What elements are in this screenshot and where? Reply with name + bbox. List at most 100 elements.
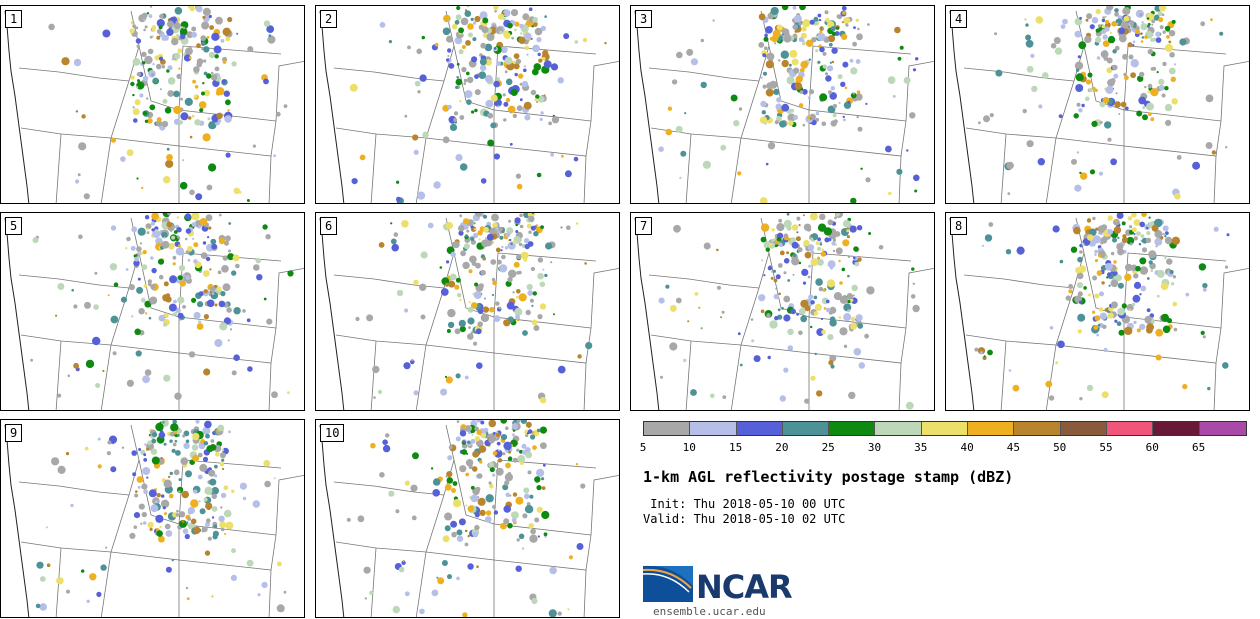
reflectivity-echo <box>197 225 201 229</box>
reflectivity-echo <box>1109 31 1112 34</box>
reflectivity-echo <box>148 316 152 320</box>
reflectivity-echo <box>1131 302 1136 307</box>
reflectivity-echo <box>854 261 860 267</box>
reflectivity-echo <box>770 276 774 280</box>
reflectivity-echo <box>675 125 683 133</box>
reflectivity-echo <box>192 79 197 84</box>
state-border <box>110 80 130 139</box>
reflectivity-echo <box>182 159 185 162</box>
reflectivity-echo <box>536 172 542 178</box>
reflectivity-echo <box>191 31 198 38</box>
reflectivity-echo <box>470 438 476 444</box>
reflectivity-echo <box>1110 301 1118 309</box>
map-panel-2 <box>319 6 619 203</box>
reflectivity-echo <box>825 75 832 82</box>
reflectivity-echo <box>158 431 166 439</box>
reflectivity-echo <box>1140 32 1143 35</box>
reflectivity-echo <box>173 430 178 435</box>
ensemble-member-panel-3: 3 <box>630 5 935 204</box>
reflectivity-echo <box>816 258 824 266</box>
reflectivity-echo <box>658 146 664 152</box>
reflectivity-echo <box>1211 150 1217 155</box>
reflectivity-echo <box>171 448 176 453</box>
reflectivity-echo <box>582 37 588 43</box>
reflectivity-echo <box>810 250 814 254</box>
reflectivity-echo <box>450 520 458 528</box>
reflectivity-echo <box>174 392 182 400</box>
reflectivity-echo <box>1085 18 1089 22</box>
reflectivity-echo <box>491 277 496 282</box>
reflectivity-echo <box>1213 226 1219 232</box>
state-border <box>110 551 180 617</box>
reflectivity-echo <box>228 430 231 434</box>
reflectivity-echo <box>1124 20 1128 24</box>
reflectivity-echo <box>478 283 484 289</box>
reflectivity-echo <box>1165 119 1172 126</box>
reflectivity-echo <box>77 173 81 177</box>
reflectivity-echo <box>169 431 175 437</box>
reflectivity-echo <box>163 374 171 382</box>
state-border <box>1213 362 1217 410</box>
reflectivity-echo <box>531 319 538 326</box>
reflectivity-echo <box>779 250 785 256</box>
reflectivity-echo <box>36 561 44 569</box>
reflectivity-echo <box>185 439 190 444</box>
reflectivity-echo <box>786 213 790 216</box>
reflectivity-echo <box>978 121 981 125</box>
reflectivity-echo <box>442 136 450 144</box>
reflectivity-echo <box>512 113 517 119</box>
reflectivity-echo <box>1120 101 1127 108</box>
reflectivity-echo <box>180 112 189 121</box>
reflectivity-echo <box>1111 21 1117 27</box>
reflectivity-echo <box>165 159 174 168</box>
state-border <box>20 127 112 139</box>
reflectivity-echo <box>451 23 458 30</box>
reflectivity-echo <box>763 241 772 250</box>
reflectivity-echo <box>817 237 821 242</box>
reflectivity-echo <box>398 566 405 573</box>
reflectivity-echo <box>439 266 443 269</box>
reflectivity-echo <box>70 503 74 508</box>
reflectivity-echo <box>793 67 800 74</box>
reflectivity-echo <box>168 475 171 479</box>
state-border <box>370 547 377 617</box>
reflectivity-echo <box>518 73 524 79</box>
reflectivity-echo <box>808 58 811 61</box>
reflectivity-echo <box>783 271 787 275</box>
reflectivity-echo <box>505 78 513 86</box>
reflectivity-echo <box>467 317 475 325</box>
reflectivity-echo <box>1136 328 1141 333</box>
reflectivity-echo <box>452 499 462 508</box>
reflectivity-echo <box>444 512 453 521</box>
reflectivity-echo <box>573 156 579 162</box>
reflectivity-echo <box>763 274 766 277</box>
reflectivity-echo <box>830 266 833 270</box>
reflectivity-echo <box>794 29 798 33</box>
reflectivity-echo <box>446 471 453 478</box>
reflectivity-echo <box>521 547 525 550</box>
map-panel-5 <box>4 213 304 410</box>
reflectivity-echo <box>444 484 452 491</box>
reflectivity-echo <box>839 281 843 285</box>
reflectivity-echo <box>179 181 188 190</box>
reflectivity-echo <box>133 512 141 519</box>
reflectivity-echo <box>205 256 211 262</box>
reflectivity-echo <box>168 303 177 312</box>
reflectivity-echo <box>522 513 528 519</box>
reflectivity-echo <box>467 534 470 538</box>
reflectivity-echo <box>468 326 471 329</box>
reflectivity-echo <box>396 180 400 184</box>
reflectivity-echo <box>506 301 515 310</box>
reflectivity-echo <box>133 254 137 258</box>
reflectivity-echo <box>191 444 199 451</box>
state-border <box>493 327 592 364</box>
reflectivity-echo <box>1170 76 1176 83</box>
reflectivity-echo <box>440 388 448 396</box>
reflectivity-echo <box>75 110 79 113</box>
reflectivity-echo <box>171 37 179 46</box>
reflectivity-echo <box>187 506 195 515</box>
reflectivity-echo <box>453 118 458 122</box>
reflectivity-echo <box>187 6 194 10</box>
reflectivity-echo <box>765 247 770 252</box>
reflectivity-echo <box>1098 232 1101 235</box>
